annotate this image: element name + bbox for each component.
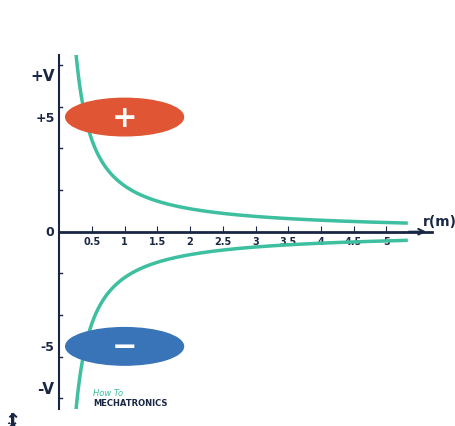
Text: +V: +V	[30, 69, 55, 83]
Text: +: +	[112, 104, 137, 132]
Text: V: V	[0, 411, 10, 426]
Text: r: r	[0, 422, 9, 426]
FancyBboxPatch shape	[4, 420, 5, 421]
Circle shape	[66, 99, 183, 136]
Text: +5: +5	[35, 111, 55, 124]
Text: V: V	[0, 422, 10, 426]
Text: r(m): r(m)	[422, 215, 455, 229]
Text: r: r	[0, 411, 9, 426]
Text: GRAPH OF ELECTRIC POTENTIAL: GRAPH OF ELECTRIC POTENTIAL	[40, 16, 415, 35]
Text: How To: How To	[93, 388, 123, 397]
Text: 0: 0	[46, 226, 55, 239]
Text: ↓: ↓	[4, 411, 20, 426]
Text: ↑: ↑	[5, 411, 21, 426]
Text: -5: -5	[40, 340, 55, 353]
Text: ↑: ↑	[4, 422, 20, 426]
Circle shape	[66, 328, 183, 365]
Text: MECHATRONICS: MECHATRONICS	[93, 398, 167, 407]
Text: −: −	[112, 332, 137, 361]
Text: -V: -V	[38, 381, 55, 396]
Text: ↑: ↑	[5, 422, 21, 426]
